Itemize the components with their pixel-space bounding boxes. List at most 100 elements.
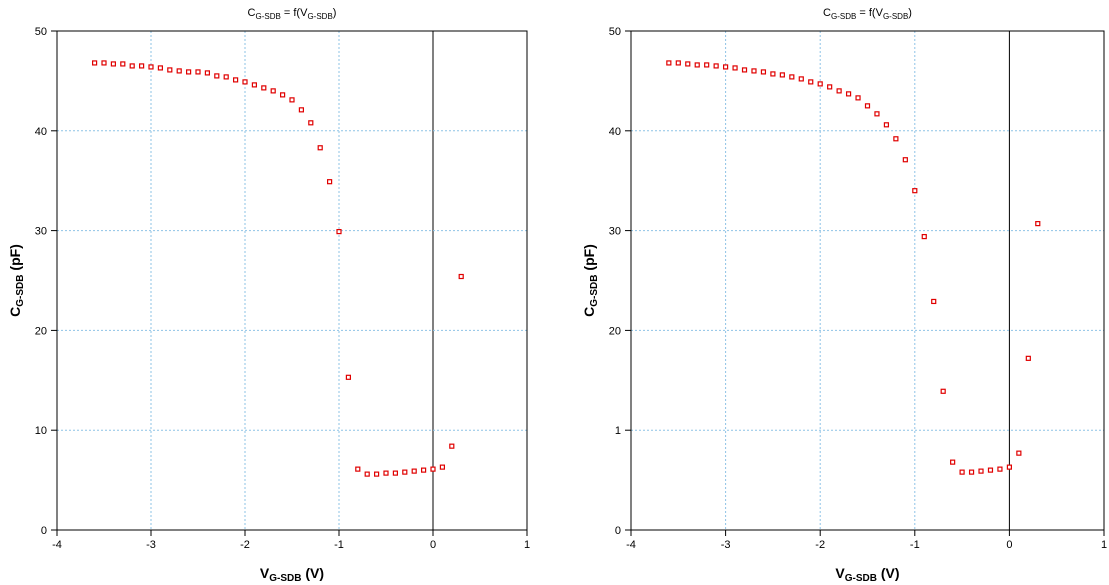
point (685, 61, 691, 67)
point (280, 92, 286, 98)
point (383, 470, 389, 476)
point (392, 470, 398, 476)
y-tick-label: 20 (609, 325, 621, 337)
point (430, 466, 436, 472)
y-axis-label: CG-SDB (pF) (7, 244, 26, 317)
point (308, 120, 314, 126)
point (741, 67, 748, 73)
point (836, 88, 842, 94)
text-part: C (581, 307, 597, 317)
text-part: = f(V (281, 7, 308, 19)
plot-frame (56, 30, 528, 531)
point (223, 74, 229, 80)
x-axis-label: VG-SDB (V) (260, 565, 324, 584)
point (770, 71, 776, 77)
point (883, 122, 890, 128)
y-tick-label: 50 (609, 26, 621, 38)
point (1006, 464, 1013, 470)
x-tick-label: 0 (430, 539, 436, 551)
text-part: G-SDB (589, 274, 600, 306)
point (355, 466, 361, 472)
point (270, 88, 276, 94)
text-part: V (835, 565, 845, 581)
point (827, 84, 833, 90)
point (912, 188, 918, 194)
point (732, 65, 738, 71)
point (845, 91, 852, 97)
x-axis-label: VG-SDB (V) (835, 565, 899, 584)
point (855, 95, 861, 101)
point (789, 74, 795, 80)
point (874, 111, 880, 117)
point (751, 68, 757, 74)
point (864, 103, 871, 109)
point (139, 63, 145, 69)
plot-frame (630, 30, 1105, 531)
point (779, 72, 785, 78)
point (439, 464, 445, 470)
point (289, 97, 295, 103)
point (101, 60, 107, 66)
text-part: (pF) (7, 244, 23, 274)
text-part: G-SDB (845, 573, 877, 584)
text-part: ) (908, 7, 912, 19)
y-tick-label: 40 (609, 126, 621, 138)
text-part: C (823, 7, 831, 19)
point (110, 61, 117, 67)
text-part: G-SDB (256, 12, 281, 21)
y-tick-label: 1 (615, 425, 621, 437)
text-part: G-SDB (307, 12, 332, 21)
x-tick-label: 0 (1006, 539, 1012, 551)
chart-title: CG-SDB = f(VG-SDB) (248, 7, 337, 21)
point (195, 69, 201, 75)
x-tick-label: -3 (721, 539, 731, 551)
point (242, 79, 248, 85)
chart-title: CG-SDB = f(VG-SDB) (823, 7, 912, 21)
text-part: (V) (302, 565, 325, 581)
x-tick-label: -1 (910, 539, 920, 551)
point (186, 69, 192, 75)
point (449, 443, 455, 449)
x-tick-label: -2 (815, 539, 825, 551)
point (421, 467, 427, 473)
point (978, 468, 984, 474)
point (893, 136, 899, 142)
point (251, 82, 257, 88)
text-part: (pF) (581, 244, 597, 274)
point (336, 228, 342, 235)
point (327, 179, 333, 185)
x-tick-label: -2 (240, 539, 250, 551)
text-part: V (260, 565, 270, 581)
y-tick-label: 10 (35, 425, 47, 437)
point (167, 67, 173, 73)
text-part: C (7, 307, 23, 317)
point (148, 64, 154, 70)
point (931, 298, 937, 305)
point (345, 374, 351, 380)
point (902, 157, 908, 163)
x-tick-label: -1 (334, 539, 344, 551)
point (760, 69, 767, 75)
text-part: G-SDB (883, 12, 908, 21)
point (950, 459, 956, 465)
point (364, 471, 370, 477)
point (317, 145, 323, 151)
y-tick-label: 50 (35, 26, 47, 38)
point (675, 60, 681, 66)
point (458, 273, 464, 280)
point (261, 85, 267, 91)
point (940, 388, 946, 394)
point (129, 63, 135, 69)
y-tick-label: 20 (35, 325, 47, 337)
y-tick-label: 0 (41, 525, 47, 537)
text-part: G-SDB (15, 274, 26, 306)
x-tick-label: -4 (52, 539, 62, 551)
point (214, 73, 220, 79)
point (1025, 355, 1031, 361)
y-axis-label: CG-SDB (pF) (581, 244, 600, 317)
point (798, 76, 804, 82)
y-tick-label: 30 (609, 226, 621, 238)
point (997, 466, 1003, 472)
point (808, 79, 814, 85)
